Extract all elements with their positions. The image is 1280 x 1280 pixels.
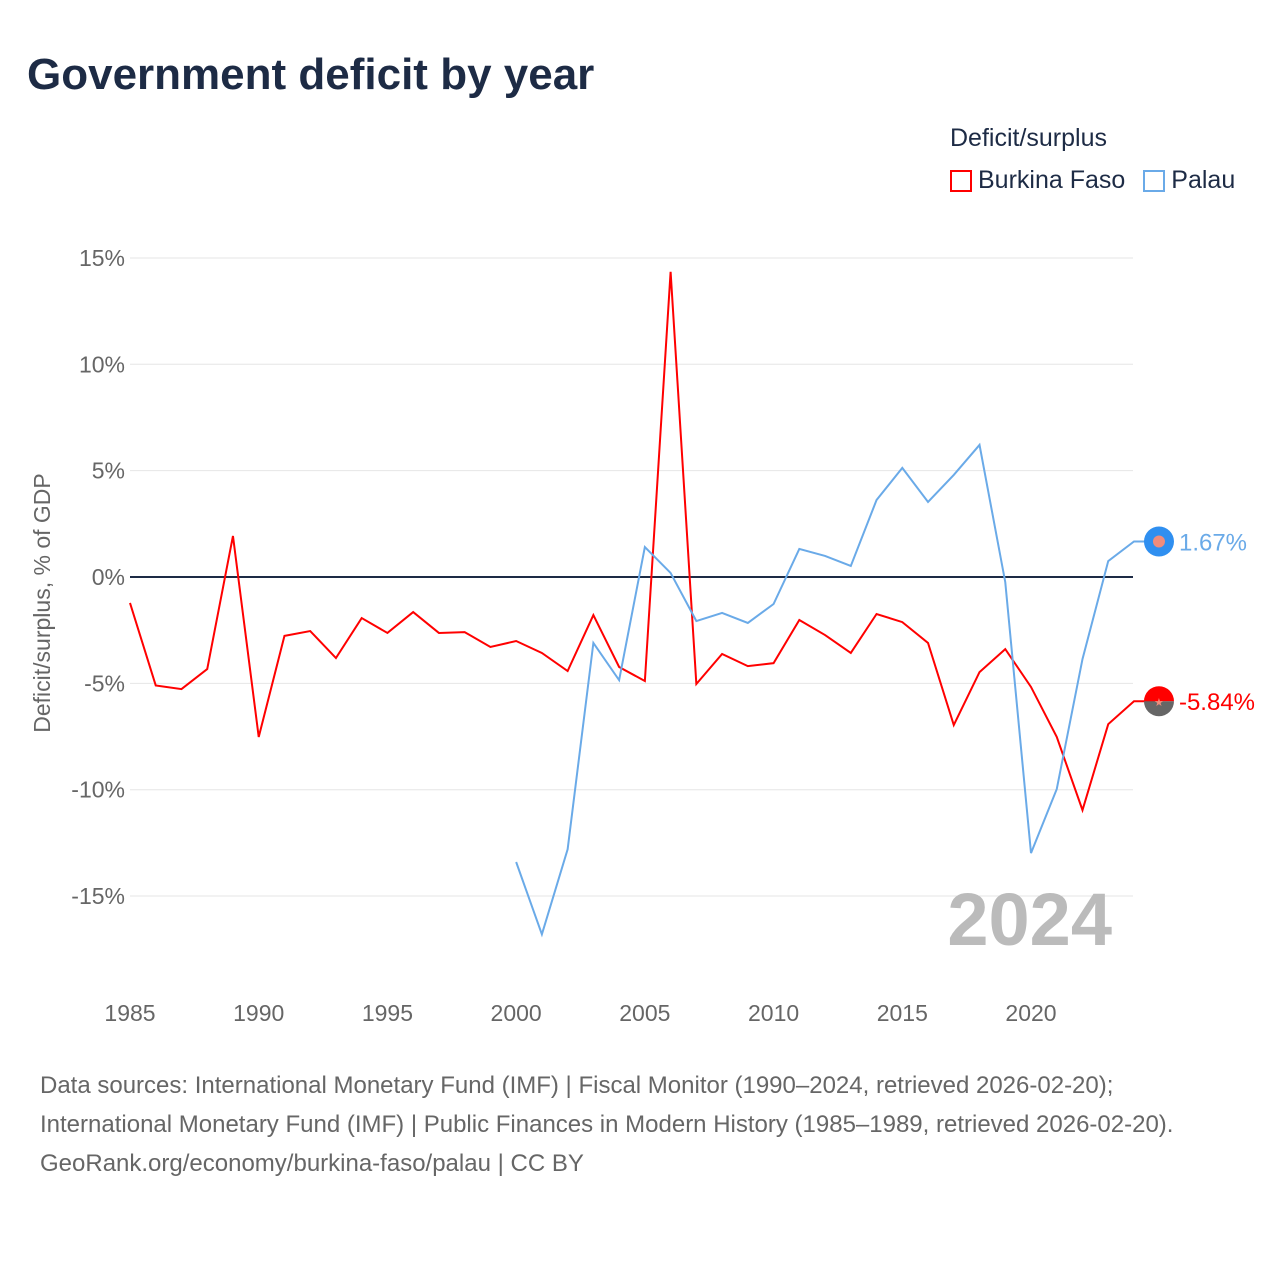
y-tick-label: -10% xyxy=(71,777,125,803)
x-tick-label: 1990 xyxy=(233,1000,284,1026)
y-tick-label: 15% xyxy=(79,245,125,271)
y-tick-label: 5% xyxy=(92,458,125,484)
series-line-burkina-faso xyxy=(129,271,1159,814)
legend-title: Deficit/surplus xyxy=(950,124,1107,152)
x-tick-label: 2005 xyxy=(619,1000,670,1026)
chart-title: Government deficit by year xyxy=(27,50,595,99)
y-tick-label: 10% xyxy=(79,351,125,377)
legend-label: Palau xyxy=(1171,166,1236,194)
x-tick-label: 2010 xyxy=(748,1000,799,1026)
data-sources: Data sources: International Monetary Fun… xyxy=(40,1072,1174,1138)
legend-item-burkina-faso[interactable]: Burkina Faso xyxy=(950,166,1125,195)
y-tick-label: -5% xyxy=(84,670,125,696)
credit-link[interactable]: GeoRank.org/economy/burkina-faso/palau |… xyxy=(40,1150,584,1177)
burkina-flag-marker-top xyxy=(1143,686,1174,702)
y-tick-label: -15% xyxy=(71,883,125,909)
year-watermark: 2024 xyxy=(947,878,1112,961)
flag-disc xyxy=(1152,535,1165,548)
legend-item-palau[interactable]: Palau xyxy=(1143,166,1235,195)
legend-swatch xyxy=(950,169,972,192)
legend: Burkina Faso Palau xyxy=(950,166,1235,195)
x-tick-label: 1985 xyxy=(104,1000,155,1026)
footer: Data sources: International Monetary Fun… xyxy=(40,1066,1240,1183)
burkina-flag-marker-bottom xyxy=(1143,701,1174,717)
x-tick-label: 2015 xyxy=(877,1000,928,1026)
y-axis-label: Deficit/surplus, % of GDP xyxy=(29,473,55,732)
legend-label: Burkina Faso xyxy=(978,166,1126,194)
legend-swatch xyxy=(1143,169,1166,192)
series-line-palau xyxy=(515,442,1159,938)
x-tick-label: 1995 xyxy=(362,1000,413,1026)
x-tick-label: 2020 xyxy=(1005,1000,1056,1026)
y-tick-label: 0% xyxy=(92,564,125,590)
flag-star: ★ xyxy=(1154,697,1164,709)
end-value-label: 1.67% xyxy=(1179,529,1247,556)
x-tick-label: 2000 xyxy=(491,1000,542,1026)
end-value-label: -5.84% xyxy=(1179,689,1255,716)
